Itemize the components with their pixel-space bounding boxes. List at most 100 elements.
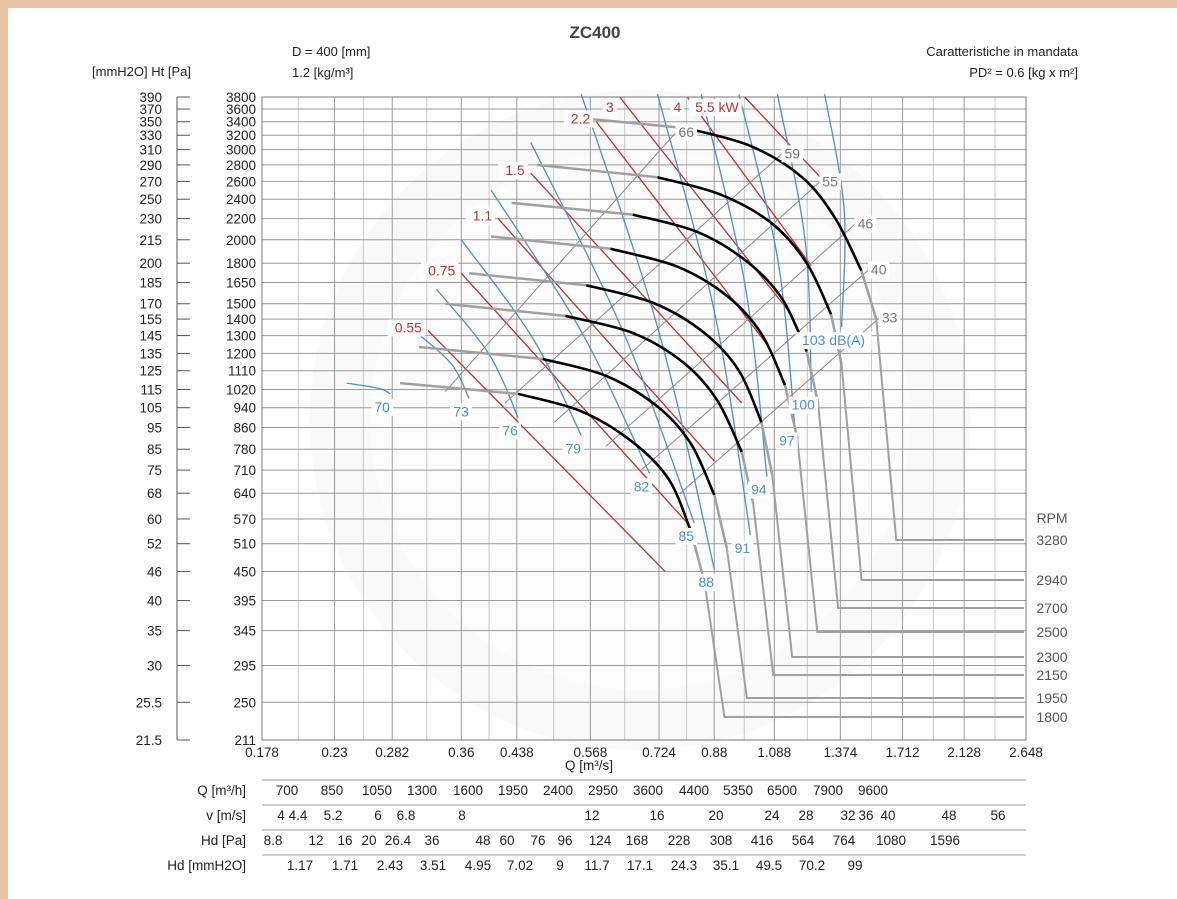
power-label-bg xyxy=(563,110,594,128)
y-tick-pa: 395 xyxy=(233,594,256,609)
noise-line xyxy=(346,382,391,395)
y-tick-mmh2o: 115 xyxy=(140,383,162,398)
efficiency-line xyxy=(640,269,870,471)
x-tick-label: 2.648 xyxy=(1009,745,1043,760)
hd-pa-value: 8.8 xyxy=(264,833,283,848)
hd-pa-value: 76 xyxy=(530,833,545,848)
hd-pa-value: 228 xyxy=(668,833,691,848)
hd-pa-value: 12 xyxy=(308,833,323,848)
power-label: 0.55 xyxy=(395,320,422,336)
y-tick-pa: 3400 xyxy=(226,115,256,130)
q-m3h-value: 1600 xyxy=(453,783,483,798)
y-tick-pa: 3600 xyxy=(226,102,256,117)
y-tick-pa: 3000 xyxy=(226,143,256,158)
series-labels: 5.5 kW 4 3 2.2 1.5 1.1 0.75 0.55 70 73 76 79 82 85 88 9… xyxy=(371,99,1068,725)
noise-label-bg xyxy=(499,422,521,440)
noise-label: 73 xyxy=(453,403,469,419)
q-m3h-value: 6500 xyxy=(767,783,797,798)
noise-label-bg xyxy=(371,398,393,416)
efficiency-line xyxy=(553,181,821,423)
noise-label: 88 xyxy=(698,574,714,590)
hd-mmh2o-value: 1.17 xyxy=(287,858,313,873)
noise-label: 94 xyxy=(751,481,767,497)
y-tick-mmh2o: 40 xyxy=(147,594,162,609)
q-m3h-value: 1300 xyxy=(407,783,437,798)
y-tick-pa: 211 xyxy=(234,733,256,748)
y-tick-mmh2o: 390 xyxy=(139,90,162,105)
v-ms-value: 36 xyxy=(858,808,873,823)
y-tick-mmh2o: 330 xyxy=(139,128,162,143)
diameter-label: D = 400 [mm] xyxy=(292,44,370,59)
y-tick-mmh2o: 230 xyxy=(139,212,162,227)
rpm-label: 2700 xyxy=(1036,600,1067,616)
hd-pa-value: 48 xyxy=(475,833,490,848)
rpm-curve-start xyxy=(468,272,587,287)
x-tick-label: 0.178 xyxy=(245,745,279,760)
rpm-label: 1950 xyxy=(1036,690,1067,706)
y-tick-pa: 345 xyxy=(233,624,256,639)
q-m3h-value: 3600 xyxy=(633,783,663,798)
y-tick-mmh2o: 370 xyxy=(139,102,162,117)
rpm-leader xyxy=(771,474,1024,658)
v-ms-value: 8 xyxy=(458,808,466,823)
y-tick-pa: 2600 xyxy=(226,174,256,189)
y-tick-mmh2o: 60 xyxy=(147,512,162,527)
y-tick-mmh2o: 290 xyxy=(139,158,162,173)
y-tick-pa: 640 xyxy=(233,486,256,501)
rpm-leader xyxy=(752,503,1024,676)
rpm-label: 2940 xyxy=(1036,572,1067,588)
hd-mmh2o-value: 2.43 xyxy=(377,858,403,873)
chart-title: ZC400 xyxy=(569,23,620,42)
left-axis-units: [mmH2O] Ht [Pa] xyxy=(92,64,191,79)
y-tick-pa: 860 xyxy=(233,420,256,435)
noise-label: 100 xyxy=(792,397,816,413)
y-tick-mmh2o: 350 xyxy=(139,115,162,130)
power-label-bg xyxy=(387,319,425,337)
y-tick-pa: 1650 xyxy=(226,276,256,291)
y-tick-pa: 2000 xyxy=(226,233,256,248)
hd-pa-value: 764 xyxy=(833,833,856,848)
v-ms-value: 4 xyxy=(277,808,285,823)
noise-label: 97 xyxy=(779,432,795,448)
power-label: 4 xyxy=(673,99,681,115)
x-tick-label: 1.712 xyxy=(886,745,920,760)
hd-pa-label: Hd [Pa] xyxy=(201,833,246,848)
rpm-curve xyxy=(632,213,808,353)
y-tick-mmh2o: 250 xyxy=(139,192,162,207)
y-tick-mmh2o: 25.5 xyxy=(136,695,162,710)
efficiency-line xyxy=(605,223,856,447)
q-m3h-value: 4400 xyxy=(679,783,709,798)
v-ms-value: 56 xyxy=(990,808,1005,823)
noise-label-bg xyxy=(788,396,819,414)
rpm-curve-end xyxy=(713,494,729,549)
noise-label: 82 xyxy=(634,478,650,494)
noise-line xyxy=(530,142,695,524)
power-label-bg xyxy=(688,99,742,117)
power-label: 3 xyxy=(606,99,614,115)
rpm-curve-start xyxy=(490,235,611,251)
efficiency-label-bg xyxy=(854,215,877,233)
noise-label-bg xyxy=(776,432,798,450)
hd-pa-value: 26.4 xyxy=(385,833,412,848)
y-tick-mmh2o: 310 xyxy=(139,143,162,158)
power-label-bg xyxy=(498,162,528,180)
y-tick-pa: 450 xyxy=(233,565,256,580)
hd-mmh2o-value: 3.51 xyxy=(420,858,446,873)
y-tick-pa: 780 xyxy=(233,442,256,457)
y-tick-mmh2o: 46 xyxy=(147,565,162,580)
noise-line xyxy=(490,189,651,474)
q-m3h-value: 5350 xyxy=(723,783,753,798)
efficiency-label-bg xyxy=(867,261,890,279)
q-m3h-value: 2950 xyxy=(588,783,618,798)
y-tick-pa: 1200 xyxy=(226,346,256,361)
noise-label-bg xyxy=(795,332,872,350)
hd-mmh2o-value: 11.7 xyxy=(584,858,609,873)
y-tick-pa: 510 xyxy=(233,537,256,552)
y-tick-pa: 3800 xyxy=(226,90,256,105)
q-m3h-value: 850 xyxy=(321,783,344,798)
x-tick-label: 0.724 xyxy=(642,745,676,760)
q-m3h-value: 7900 xyxy=(813,783,843,798)
power-label: 0.75 xyxy=(428,262,455,278)
hd-pa-value: 124 xyxy=(589,833,612,848)
